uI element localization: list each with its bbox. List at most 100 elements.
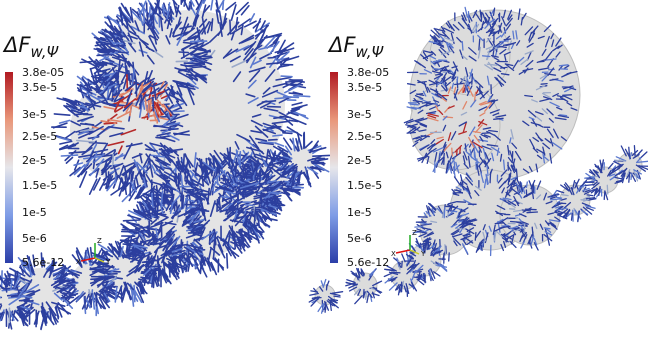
vector-glyph xyxy=(104,123,113,124)
colorbar-label: 3.8e-05 xyxy=(347,66,389,79)
vector-glyph xyxy=(541,84,547,85)
vector-glyph xyxy=(483,56,490,57)
colorbar-label: 5.6e-12 xyxy=(22,256,64,269)
vector-glyph xyxy=(572,213,573,220)
vector-glyph xyxy=(294,96,310,97)
vector-glyph xyxy=(217,167,218,175)
vector-glyph xyxy=(232,5,236,20)
vector-glyph xyxy=(366,291,367,299)
vector-glyph xyxy=(454,161,455,168)
vector-glyph xyxy=(532,227,533,236)
colorbar-label: 1.5e-5 xyxy=(22,179,57,192)
vector-glyph xyxy=(243,165,244,175)
vector-glyph xyxy=(457,202,465,203)
vector-glyph xyxy=(269,140,277,141)
vector-glyph xyxy=(421,136,429,137)
vector-glyph xyxy=(204,0,212,3)
vector-glyph xyxy=(501,67,507,68)
vector-glyph xyxy=(154,275,155,288)
colorbar-label: 2.5e-5 xyxy=(22,130,57,143)
colorbar xyxy=(330,72,338,263)
vector-glyph xyxy=(193,66,206,67)
vector-glyph xyxy=(475,152,476,159)
vector-glyph xyxy=(455,177,461,186)
axis-label-x: X xyxy=(76,258,81,266)
vector-glyph xyxy=(129,169,130,179)
colorbar-label: 3e-5 xyxy=(22,108,47,121)
axis-label-x: X xyxy=(391,250,396,258)
vector-glyph xyxy=(434,272,440,276)
vector-glyph xyxy=(284,97,299,98)
vector-glyph xyxy=(261,142,273,143)
colorbar-label: 2.5e-5 xyxy=(347,130,382,143)
vector-glyph xyxy=(482,245,483,250)
vector-glyph xyxy=(124,220,140,221)
vector-glyph xyxy=(119,52,128,53)
vector-glyph xyxy=(108,274,117,275)
vector-glyph xyxy=(211,0,214,10)
colorbar-label: 5.6e-12 xyxy=(347,256,389,269)
vector-glyph xyxy=(24,301,33,302)
vector-glyph xyxy=(54,114,69,115)
vector-glyph xyxy=(313,155,330,156)
colorbar-label: 3e-5 xyxy=(347,108,372,121)
vector-glyph xyxy=(444,153,445,158)
vector-glyph xyxy=(504,39,511,40)
vector-glyph xyxy=(150,7,151,15)
vector-glyph xyxy=(115,287,117,302)
vector-glyph xyxy=(91,278,105,279)
panel-right: ΔFw,Ψ3.8e-053.5e-53e-52.5e-52e-51.5e-51e… xyxy=(309,7,648,313)
vector-glyph xyxy=(410,104,418,105)
vector-glyph xyxy=(37,313,38,324)
vector-glyph xyxy=(522,210,530,211)
colorbar-label: 1.5e-5 xyxy=(347,179,382,192)
axis-label-z: Z xyxy=(97,237,102,245)
vector-glyph xyxy=(607,185,608,194)
vector-glyph xyxy=(143,6,144,22)
vector-glyph xyxy=(424,274,425,282)
vector-glyph xyxy=(500,41,509,42)
vector-glyph xyxy=(511,222,521,223)
colorbar-label: 1e-5 xyxy=(347,206,372,219)
vector-glyph xyxy=(61,155,77,156)
colorbar-label: 2e-5 xyxy=(22,154,47,167)
colorbar-label: 3.5e-5 xyxy=(347,81,382,94)
vector-glyph xyxy=(629,172,630,182)
vector-glyph xyxy=(180,172,181,181)
vector-glyph xyxy=(234,233,235,249)
axis-x xyxy=(396,250,410,253)
vector-glyph xyxy=(106,169,107,177)
vector-glyph xyxy=(562,195,568,196)
vector-glyph xyxy=(402,261,403,267)
vector-glyph xyxy=(200,263,201,274)
colorbar-label: 3.8e-05 xyxy=(22,66,64,79)
vector-glyph xyxy=(527,212,537,213)
vector-glyph xyxy=(544,228,550,229)
vector-glyph xyxy=(415,227,423,228)
vector-glyph xyxy=(418,82,426,83)
vector-glyph xyxy=(152,194,153,207)
title-subscript: w,Ψ xyxy=(30,43,59,61)
vector-glyph xyxy=(271,193,281,194)
vector-glyph xyxy=(200,210,208,211)
vector-glyph xyxy=(212,19,213,31)
title-symbol: ΔF xyxy=(2,33,31,57)
vector-glyph xyxy=(11,280,12,290)
vector-glyph xyxy=(281,76,292,77)
vector-glyph xyxy=(497,213,506,214)
vector-glyph xyxy=(604,191,605,200)
vector-glyph xyxy=(407,133,415,134)
vector-glyph xyxy=(305,142,312,148)
vector-glyph xyxy=(433,69,441,70)
vector-glyph xyxy=(133,252,142,253)
vector-glyph xyxy=(482,133,490,134)
vector-glyph xyxy=(524,224,525,232)
vector-glyph xyxy=(539,61,544,62)
vector-glyph xyxy=(334,296,340,297)
vector-glyph xyxy=(250,14,254,22)
vector-glyph xyxy=(169,129,178,130)
vector-glyph xyxy=(183,195,184,207)
vector-glyph xyxy=(462,42,463,50)
vector-glyph xyxy=(355,296,362,304)
